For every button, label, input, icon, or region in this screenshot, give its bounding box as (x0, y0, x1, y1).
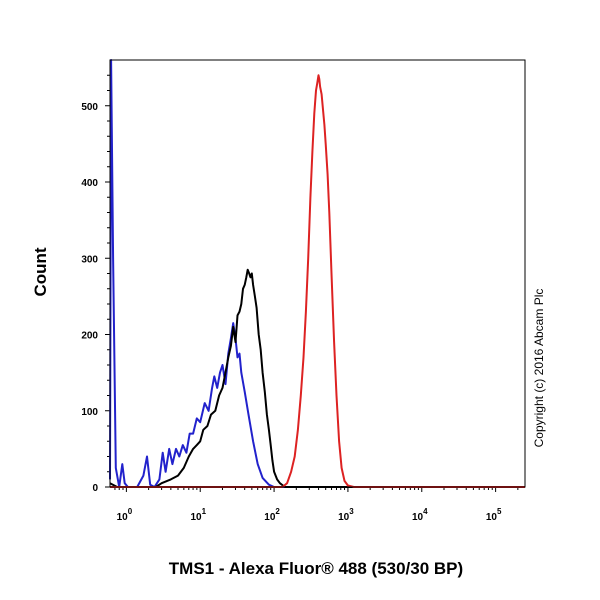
x-tick-label: 103 (338, 507, 354, 523)
y-tick-label: 100 (81, 407, 98, 418)
x-tick-label: 102 (264, 507, 280, 523)
x-tick-label: 105 (486, 507, 502, 523)
y-tick-label: 400 (81, 178, 98, 189)
x-tick-label: 101 (190, 507, 206, 523)
series-line-3 (110, 74, 525, 488)
series-line-2 (109, 268, 525, 488)
tick-labels: 0 100 200 300 400 500 100 101 102 103 104 105 (81, 102, 502, 523)
x-axis-title: TMS1 - Alexa Fluor® 488 (530/30 BP) (169, 559, 463, 578)
x-tick-label: 100 (117, 507, 133, 523)
copyright-annotation: Copyright (c) 2016 Abcam Plc (532, 289, 546, 448)
x-tick-label: 104 (412, 507, 428, 523)
y-axis-title: Count (31, 247, 50, 296)
plot-frame (109, 59, 526, 488)
y-tick-label: 200 (81, 331, 98, 342)
y-tick-label: 300 (81, 254, 98, 265)
y-tick-label: 500 (81, 102, 98, 113)
y-tick-label: 0 (92, 483, 98, 494)
